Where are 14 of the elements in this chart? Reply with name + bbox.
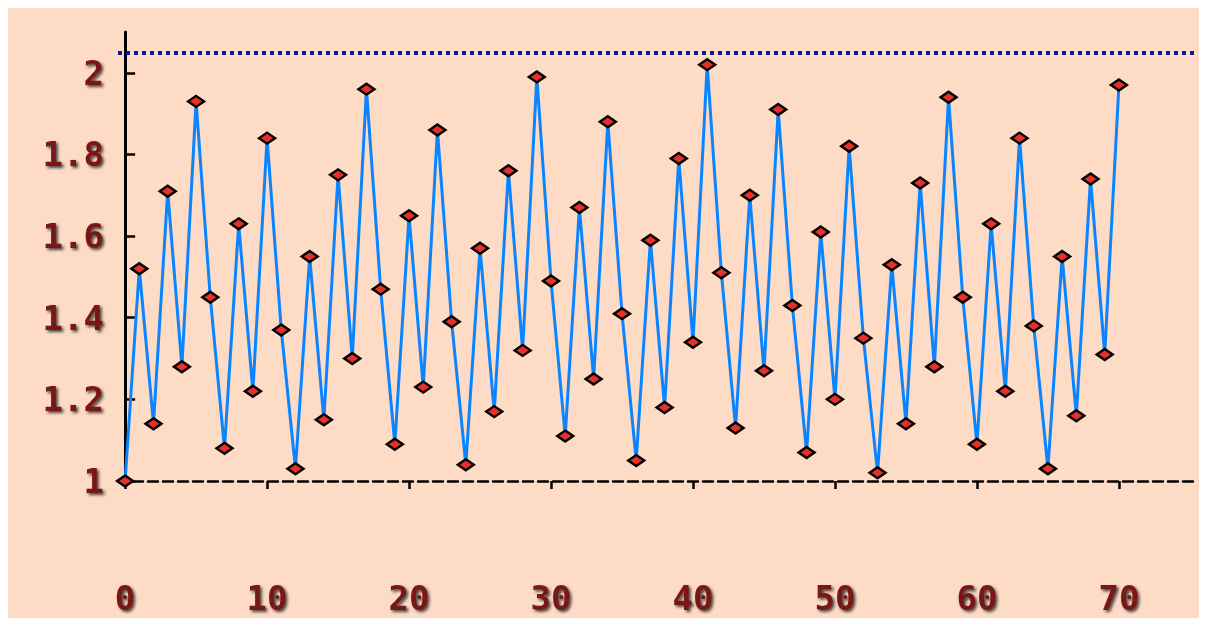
x-tick-label: 50 (814, 578, 856, 618)
y-tick-label: 2 (83, 52, 104, 93)
x-tick-label: 20 (388, 578, 430, 618)
x-tick-label: 30 (530, 578, 572, 618)
x-tick-label: 10 (246, 578, 288, 618)
x-tick-label: 40 (672, 578, 714, 618)
y-tick-label: 1.2 (42, 379, 104, 420)
y-tick-label: 1.6 (42, 216, 104, 257)
y-tick-label: 1.4 (42, 297, 104, 338)
y-tick-label: 1.8 (42, 134, 104, 175)
x-tick-label: 70 (1098, 578, 1140, 618)
x-tick-label: 0 (114, 578, 136, 618)
x-tick-label: 60 (956, 578, 998, 618)
y-tick-label: 1 (83, 461, 104, 501)
